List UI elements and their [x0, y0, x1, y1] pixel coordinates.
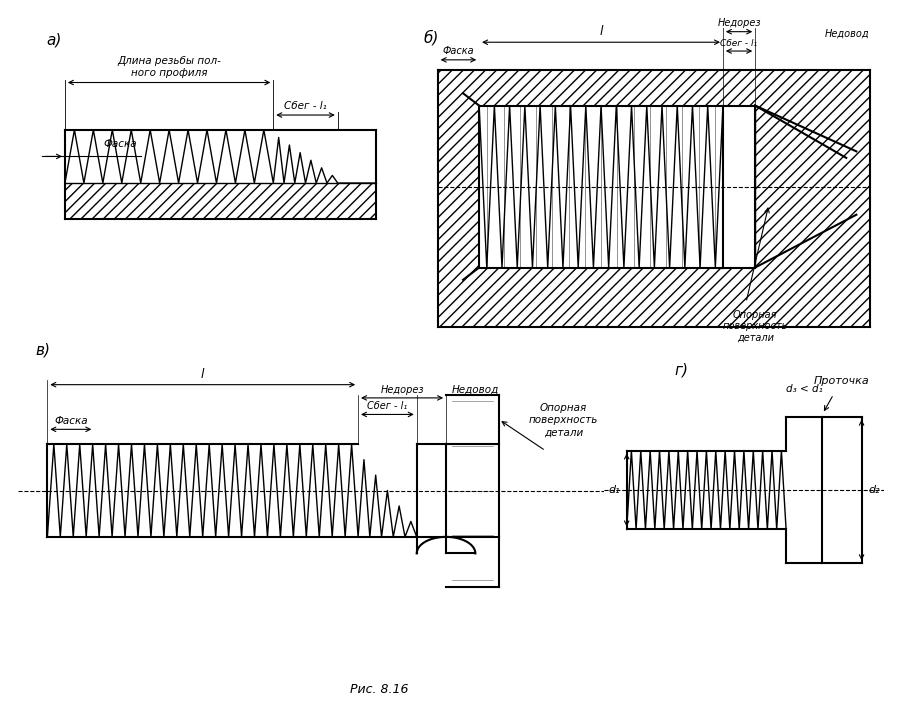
Text: а): а) [46, 32, 61, 47]
Text: l: l [201, 367, 205, 381]
Text: l: l [599, 25, 603, 38]
Text: Недовод: Недовод [824, 29, 870, 39]
Text: Сбег - l₁: Сбег - l₁ [284, 101, 327, 111]
Text: Фаска: Фаска [54, 416, 87, 426]
Text: б): б) [424, 30, 439, 45]
Text: Рис. 8.16: Рис. 8.16 [350, 684, 408, 696]
Bar [65, 130, 375, 183]
Text: d₂: d₂ [869, 485, 880, 495]
Text: г): г) [675, 363, 688, 377]
Text: Длина резьбы пол-
ного профиля: Длина резьбы пол- ного профиля [117, 56, 221, 78]
Bar [479, 268, 755, 327]
Text: d₁: d₁ [608, 485, 620, 495]
Text: d₃ < d₁: d₃ < d₁ [786, 384, 823, 394]
Bar [755, 70, 870, 327]
Text: Проточка: Проточка [815, 376, 870, 386]
Text: Недовод: Недовод [452, 384, 499, 394]
Bar [479, 70, 755, 106]
Text: Опорная
поверхность
детали: Опорная поверхность детали [723, 310, 787, 343]
Text: Сбег - l₁: Сбег - l₁ [367, 401, 408, 411]
Text: в): в) [36, 343, 51, 358]
Bar [479, 106, 755, 268]
Text: Сбег - l₁: Сбег - l₁ [721, 39, 758, 48]
Text: Недорез: Недорез [381, 384, 424, 394]
Bar [437, 70, 479, 327]
Text: Недорез: Недорез [717, 18, 760, 28]
Text: Опорная
поверхность
детали: Опорная поверхность детали [529, 403, 598, 438]
Bar [65, 183, 375, 218]
Text: Фаска: Фаска [443, 46, 474, 56]
Text: Фаска: Фаска [104, 139, 137, 149]
